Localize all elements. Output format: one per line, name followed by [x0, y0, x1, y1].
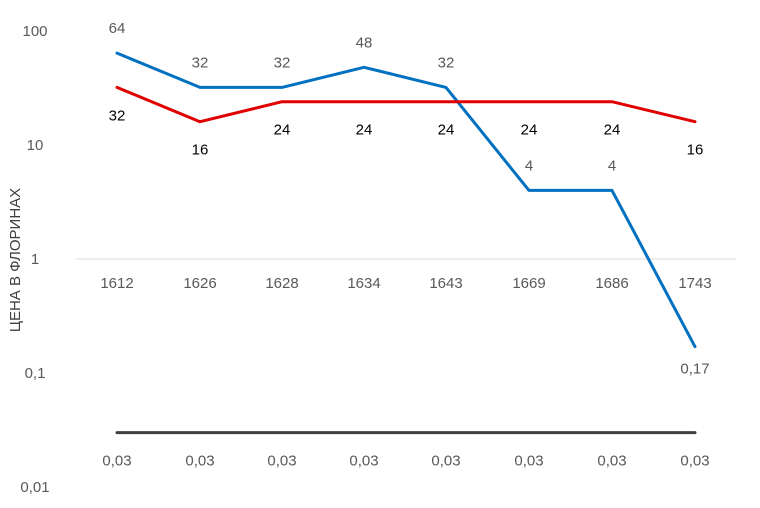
- data-label-series-1: 24: [604, 122, 621, 139]
- data-labels: 64 32 32 48 32 4 4 0,17 32 16 24 24 24 24 24 16 0,03 0,03…: [102, 20, 709, 470]
- data-label-series-2: 0,03: [431, 453, 460, 470]
- category-axis: 1612 1626 1628 1634 1643 1669 1686 1743: [76, 258, 736, 292]
- category-label: 1612: [100, 275, 133, 292]
- y-tick-label: 10: [27, 137, 44, 154]
- category-label: 1643: [429, 275, 462, 292]
- data-label-series-2: 0,03: [514, 453, 543, 470]
- category-label: 1626: [183, 275, 216, 292]
- data-label-series-0: 32: [438, 54, 455, 71]
- y-tick-label: 100: [22, 23, 47, 40]
- data-label-series-1: 24: [274, 122, 291, 139]
- y-axis-title-group: ЦЕНА В ФЛОРИНАХ: [7, 188, 24, 332]
- category-label: 1634: [347, 275, 380, 292]
- data-label-series-0: 64: [109, 20, 126, 37]
- data-label-series-2: 0,03: [267, 453, 296, 470]
- category-label: 1686: [595, 275, 628, 292]
- y-axis-label: ЦЕНА В ФЛОРИНАХ: [7, 188, 24, 332]
- data-label-series-0: 0,17: [680, 361, 709, 378]
- data-label-series-2: 0,03: [680, 453, 709, 470]
- data-label-series-1: 16: [687, 142, 704, 159]
- data-label-series-0: 4: [525, 157, 533, 174]
- data-label-series-2: 0,03: [102, 453, 131, 470]
- y-tick-label: 0,1: [25, 365, 46, 382]
- series-lines: [115, 51, 697, 435]
- data-label-series-2: 0,03: [349, 453, 378, 470]
- data-label-series-1: 24: [438, 122, 455, 139]
- data-label-series-0: 32: [192, 54, 209, 71]
- data-label-series-1: 24: [356, 122, 373, 139]
- series-line-0: [115, 51, 697, 349]
- data-label-series-2: 0,03: [597, 453, 626, 470]
- category-label: 1628: [265, 275, 298, 292]
- series-line-1: [115, 85, 697, 124]
- category-label: 1669: [512, 275, 545, 292]
- data-label-series-1: 16: [192, 142, 209, 159]
- data-label-series-0: 32: [274, 54, 291, 71]
- y-tick-label: 0,01: [20, 479, 49, 496]
- data-label-series-1: 32: [109, 107, 126, 124]
- data-label-series-2: 0,03: [185, 453, 214, 470]
- data-label-series-0: 4: [608, 157, 616, 174]
- data-label-series-0: 48: [356, 34, 373, 51]
- y-tick-label: 1: [31, 251, 39, 268]
- data-label-series-1: 24: [521, 122, 538, 139]
- y-axis-ticks: 0,01 0,1 1 10 100: [20, 23, 49, 496]
- category-label: 1743: [678, 275, 711, 292]
